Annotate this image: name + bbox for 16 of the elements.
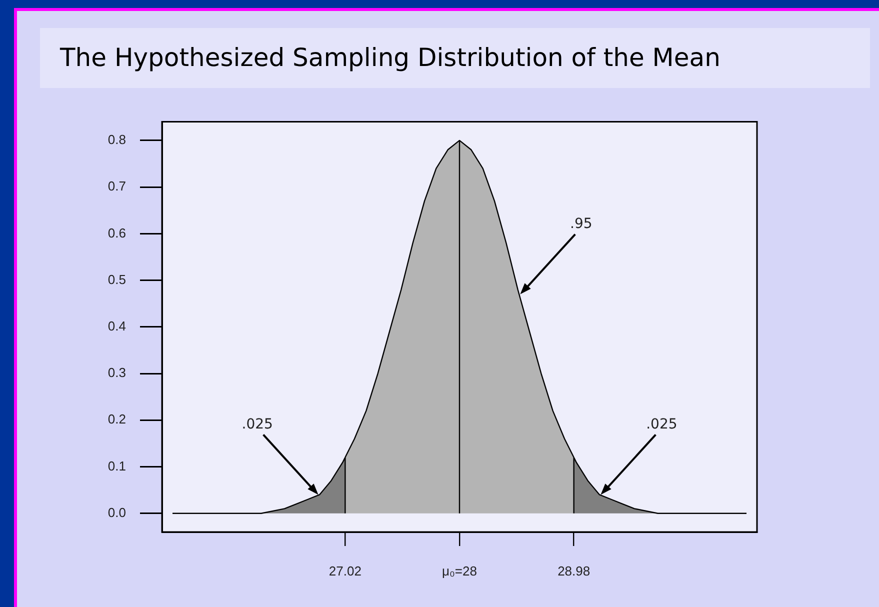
x-tick-label: 28.98 — [558, 563, 590, 578]
y-tick-label: 0.0 — [108, 504, 126, 520]
chart-title: The Hypothesized Sampling Distribution of the Mean — [40, 28, 870, 88]
y-tick-label: 0.3 — [108, 365, 126, 380]
annotation: .025 — [646, 416, 678, 432]
x-tick-label: 27.02 — [328, 563, 362, 578]
y-tick-label: 0.8 — [108, 132, 126, 148]
y-tick-label: 0.2 — [108, 412, 126, 427]
y-tick-label: 0.1 — [108, 458, 126, 474]
y-tick-label: 0.5 — [108, 272, 126, 287]
y-tick-label: 0.6 — [108, 225, 126, 240]
y-tick-label: 0.7 — [108, 178, 126, 194]
y-tick-label: 0.4 — [108, 318, 126, 334]
annotation: .95 — [570, 216, 592, 232]
x-tick-label: μ₀=28 — [442, 563, 477, 578]
annotation: .025 — [242, 416, 273, 432]
